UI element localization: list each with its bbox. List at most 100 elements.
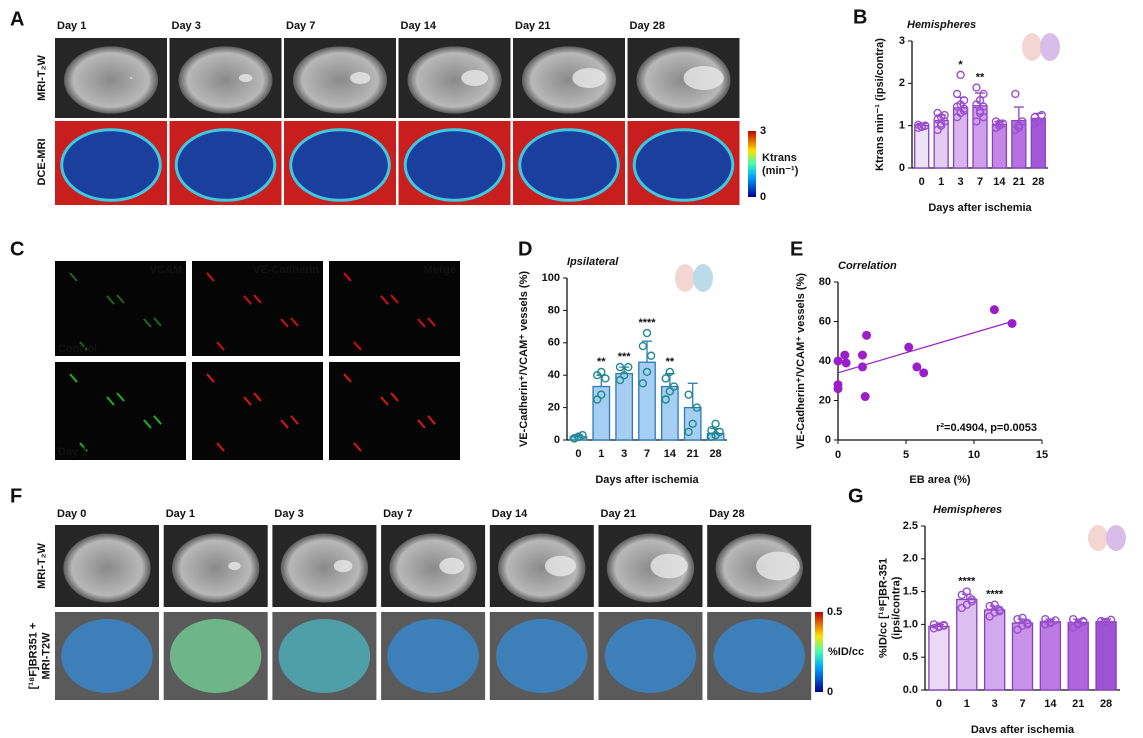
data-point bbox=[921, 121, 930, 130]
colorbar-tick-label: 0 bbox=[760, 191, 766, 203]
panel-letter: A bbox=[10, 8, 24, 30]
vessel bbox=[216, 341, 225, 351]
data-point bbox=[967, 597, 976, 606]
x-tick-label: 5 bbox=[903, 449, 909, 461]
brain-lesion bbox=[756, 551, 800, 581]
y-axis-label: VE-Cadherin⁺/VCAM⁺ vessels (%) bbox=[795, 273, 807, 449]
data-point bbox=[952, 89, 962, 99]
vessel bbox=[253, 392, 262, 402]
vessel bbox=[417, 318, 426, 328]
y-tick-label: 0.0 bbox=[903, 684, 918, 696]
x-axis-label: Days after ischemia bbox=[971, 724, 1075, 733]
brain-lesion bbox=[238, 74, 253, 82]
data-point bbox=[990, 600, 999, 609]
data-point bbox=[592, 395, 602, 404]
data-point bbox=[684, 390, 693, 399]
panel-letter: E bbox=[790, 238, 803, 260]
brain bbox=[174, 128, 277, 202]
bar bbox=[1030, 117, 1046, 169]
brain bbox=[604, 619, 697, 693]
data-point bbox=[936, 119, 946, 128]
x-tick-label: 10 bbox=[968, 449, 980, 461]
brain bbox=[172, 533, 260, 603]
panel-letter: G bbox=[848, 485, 864, 507]
significance-label: **** bbox=[958, 576, 976, 588]
y-tick-label: 3 bbox=[899, 35, 905, 47]
data-point bbox=[995, 119, 1004, 128]
significance-label: **** bbox=[638, 317, 656, 329]
bar bbox=[914, 125, 930, 169]
day-label: Day 3 bbox=[172, 20, 201, 32]
y-tick-label: 2.0 bbox=[903, 553, 918, 565]
data-point bbox=[995, 607, 1004, 616]
brain bbox=[518, 128, 620, 202]
channel-label: VE-Cadherin bbox=[253, 264, 319, 276]
y-tick-label: 60 bbox=[548, 337, 560, 349]
colorbar-tick-label: 0 bbox=[827, 686, 833, 698]
day-label: Day 28 bbox=[630, 20, 665, 32]
brain bbox=[498, 533, 586, 603]
day-label: Day 3 bbox=[274, 508, 303, 520]
x-tick-label: 3 bbox=[621, 448, 627, 460]
brain bbox=[713, 619, 805, 693]
x-tick-label: 28 bbox=[1100, 698, 1112, 710]
colorbar-tick-label: 3 bbox=[760, 125, 766, 137]
y-tick-label: 2 bbox=[899, 77, 905, 89]
vessel bbox=[69, 272, 78, 282]
brain bbox=[403, 128, 506, 202]
x-tick-label: 28 bbox=[1032, 176, 1044, 188]
vessel bbox=[290, 317, 299, 327]
data-point bbox=[715, 427, 724, 437]
vessel bbox=[243, 295, 252, 305]
vessel bbox=[353, 341, 362, 351]
day-label: Day 1 bbox=[166, 508, 195, 520]
x-tick-label: 7 bbox=[1019, 698, 1025, 710]
data-point bbox=[624, 362, 633, 372]
y-tick-label: 0 bbox=[899, 162, 905, 174]
vessel bbox=[106, 396, 115, 406]
data-point bbox=[841, 358, 851, 368]
channel-label: VCAM bbox=[150, 264, 182, 276]
brain-lesion bbox=[683, 66, 724, 90]
brain bbox=[387, 619, 479, 693]
y-tick-label: 0 bbox=[825, 434, 831, 446]
colorbar bbox=[748, 131, 756, 197]
data-point bbox=[1007, 318, 1017, 328]
data-point bbox=[646, 351, 656, 360]
data-point bbox=[665, 387, 675, 396]
row-label: MRI-T₂W bbox=[36, 542, 48, 588]
x-tick-label: 1 bbox=[964, 698, 970, 710]
panel-letter: D bbox=[518, 238, 532, 260]
colorbar-tick-label: 0.5 bbox=[827, 606, 842, 618]
data-point bbox=[959, 106, 969, 116]
vessel bbox=[153, 415, 162, 425]
y-tick-label: 20 bbox=[548, 402, 560, 414]
vessel bbox=[380, 295, 389, 305]
data-point bbox=[857, 362, 867, 372]
bar bbox=[638, 361, 656, 441]
data-point bbox=[688, 419, 697, 428]
panel-letter: B bbox=[853, 6, 867, 28]
data-point bbox=[642, 367, 652, 377]
data-point bbox=[860, 392, 870, 402]
y-tick-label: 0.5 bbox=[903, 651, 918, 663]
brain-lesion bbox=[333, 559, 353, 573]
bar bbox=[1095, 621, 1117, 691]
data-point bbox=[833, 380, 843, 390]
data-point bbox=[989, 305, 999, 315]
x-tick-label: 1 bbox=[938, 176, 944, 188]
brain-lesion bbox=[461, 70, 489, 86]
data-point bbox=[642, 328, 652, 338]
data-point bbox=[934, 622, 944, 631]
data-point bbox=[929, 624, 939, 633]
data-point bbox=[615, 375, 625, 385]
day-label: Day 14 bbox=[401, 20, 437, 32]
panel-letter: F bbox=[10, 485, 22, 507]
chart-title: Correlation bbox=[838, 260, 897, 272]
x-tick-label: 0 bbox=[936, 698, 942, 710]
x-tick-label: 14 bbox=[1044, 698, 1057, 710]
bar bbox=[983, 609, 1006, 691]
x-tick-label: 14 bbox=[993, 176, 1006, 188]
y-tick-label: 40 bbox=[548, 369, 560, 381]
